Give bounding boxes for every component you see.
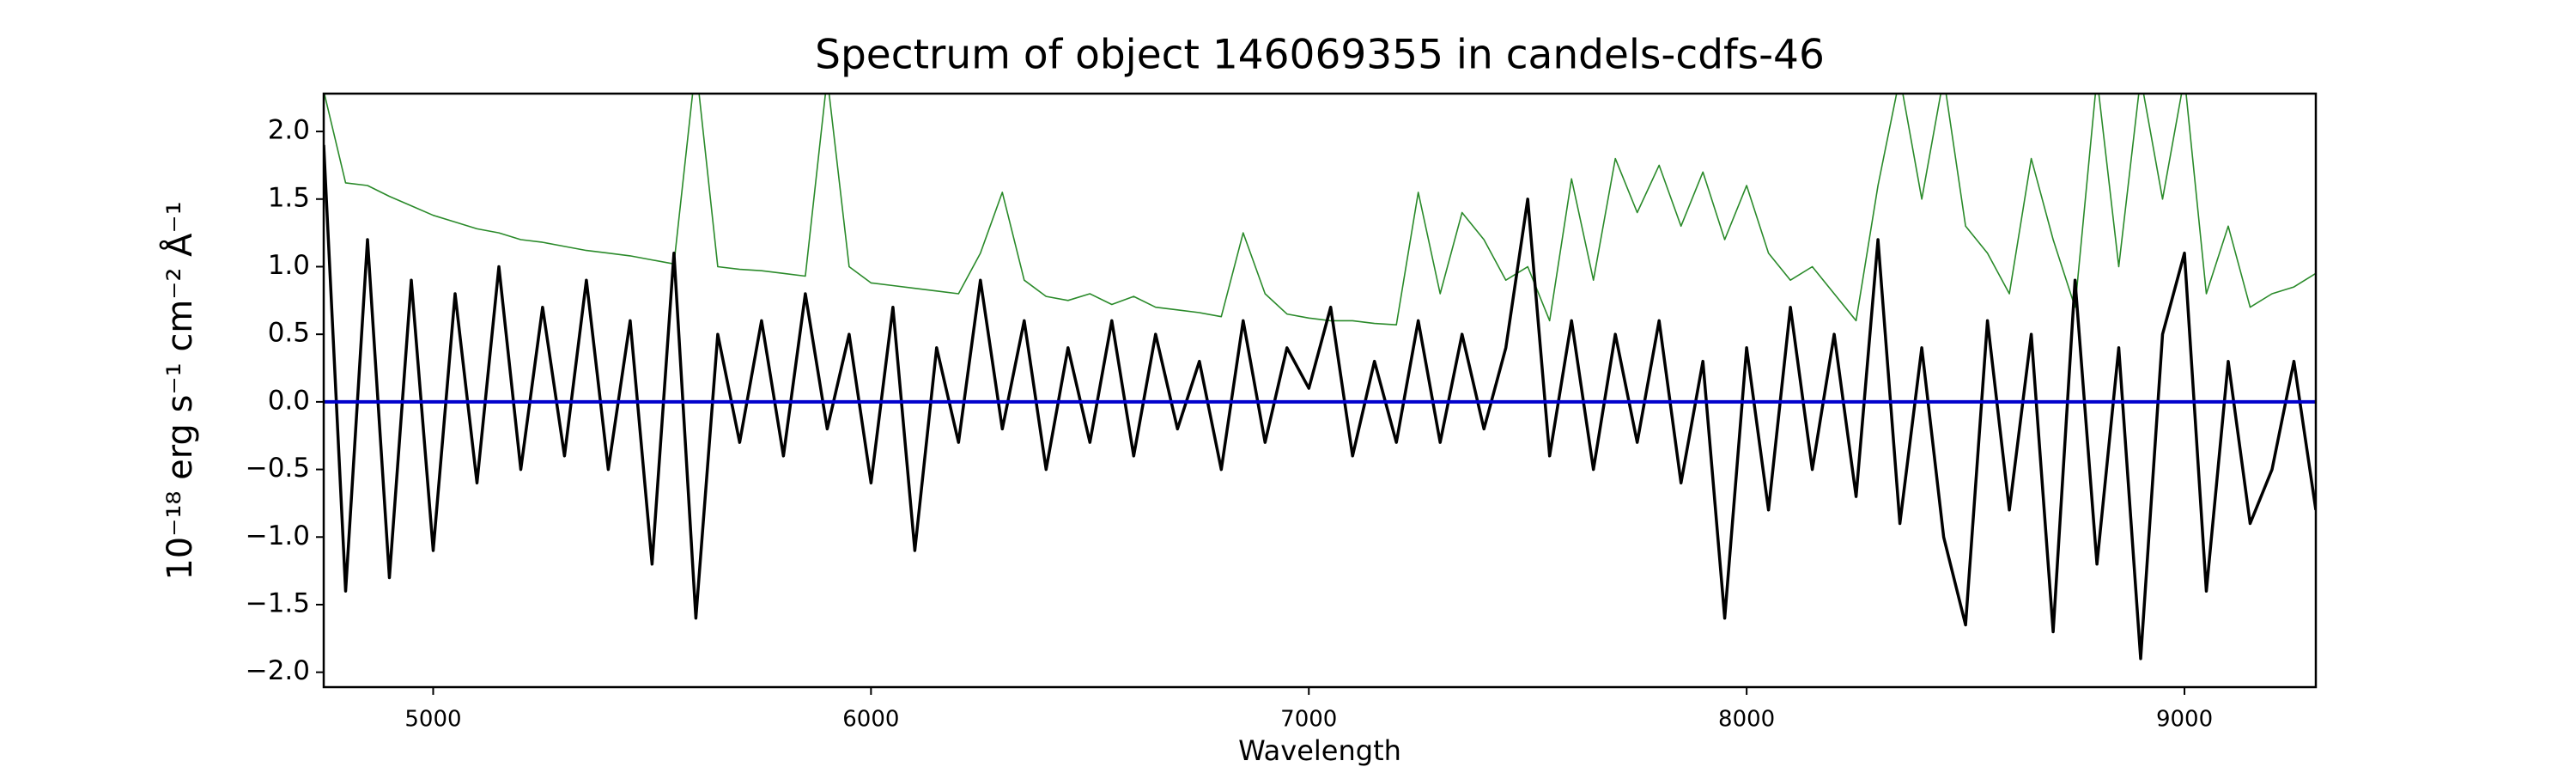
x-tick-label: 8000	[1718, 707, 1775, 733]
y-tick-label: −1.5	[246, 587, 310, 618]
y-tick-label: −2.0	[246, 655, 310, 686]
plot-frame	[322, 92, 2318, 689]
y-tick-label: −1.0	[246, 520, 310, 551]
y-tick-label: 0.0	[268, 385, 310, 416]
spectrum-line	[324, 94, 2316, 326]
x-tick-label: 7000	[1280, 707, 1337, 733]
y-tick-label: 1.5	[268, 182, 310, 213]
x-tick-label: 5000	[404, 707, 461, 733]
spectrum-line	[324, 144, 2316, 660]
x-tick-label: 6000	[842, 707, 899, 733]
x-tick-label: 9000	[2156, 707, 2213, 733]
y-tick-label: 0.5	[268, 318, 310, 349]
y-tick-label: 1.0	[268, 250, 310, 281]
y-tick-label: 2.0	[268, 115, 310, 146]
x-axis-label: Wavelength	[1238, 734, 1401, 767]
chart-title: Spectrum of object 146069355 in candels-…	[815, 32, 1825, 79]
plot-area	[324, 94, 2316, 660]
y-axis-label: 10⁻¹⁸ erg s⁻¹ cm⁻² Å⁻¹	[159, 201, 200, 580]
y-tick-label: −0.5	[246, 453, 310, 484]
